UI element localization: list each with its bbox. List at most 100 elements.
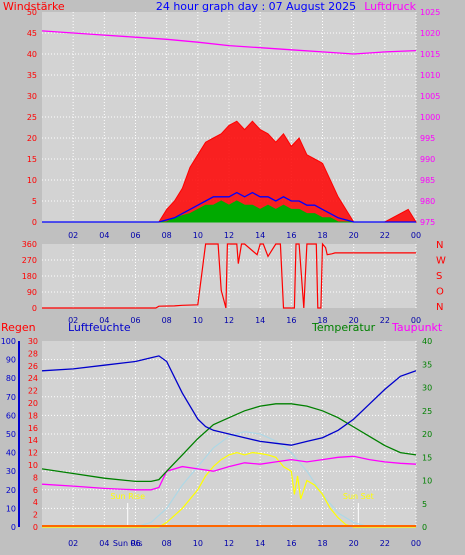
p1-x-tick-label: 14 [255, 231, 265, 240]
pressure-tick-label: 1025 [420, 8, 440, 17]
wind-tick-label: 50 [27, 8, 37, 17]
p3-x-tick-label: 12 [224, 539, 234, 548]
pressure-tick-label: 1000 [420, 113, 440, 122]
series-windmittel [42, 191, 416, 223]
series-temperatur [41, 403, 417, 483]
p3-x-tick-label: 22 [380, 539, 390, 548]
rain-tick-label: 14 [28, 436, 38, 445]
chart-title: 24 hour graph day : 07 August 2025 [156, 0, 356, 13]
p1-x-tick-label: 08 [162, 231, 172, 240]
rain-tick-label: 12 [28, 449, 38, 458]
temperature-tick-label: 20 [422, 430, 432, 439]
temperature-tick-label: 10 [422, 477, 432, 486]
p2-x-tick-label: 00 [411, 316, 421, 325]
direction-tick-label: 90 [27, 288, 37, 297]
p1-x-tick-label: 12 [224, 231, 234, 240]
rain-tick-label: 8 [33, 473, 38, 482]
humidity-tick-label: 90 [6, 356, 16, 365]
series-taupunkt [41, 455, 417, 491]
series-uv [42, 431, 416, 528]
p3-x-tick-label: 10 [193, 539, 203, 548]
wind-tick-label: 0 [32, 218, 37, 227]
temperature-tick-label: 0 [422, 523, 427, 532]
direction-tick-label: 270 [22, 256, 37, 265]
p3-x-tick-label: 16 [286, 539, 296, 548]
rain-tick-label: 28 [28, 349, 38, 358]
pressure-tick-label: 995 [420, 134, 435, 143]
direction-tick-label: 360 [22, 240, 37, 249]
dewpoint-label: Taupunkt [391, 321, 443, 334]
wind-tick-label: 25 [27, 113, 37, 122]
humidity-tick-label: 40 [6, 449, 16, 458]
p3-x-tick-label: 14 [255, 539, 265, 548]
p3-x-tick-label: 08 [162, 539, 172, 548]
direction-tick-label: 0 [32, 304, 37, 313]
p2-x-tick-label: 04 [99, 316, 109, 325]
p2-x-tick-label: 06 [130, 316, 140, 325]
pressure-tick-label: 980 [420, 197, 435, 206]
rain-label: Regen [1, 321, 36, 334]
series-luftfeuchte [41, 355, 417, 446]
wind-tick-label: 20 [27, 134, 37, 143]
temperature-tick-label: 35 [422, 360, 432, 369]
p1-x-tick-label: 18 [317, 231, 327, 240]
temperature-tick-label: 15 [422, 453, 432, 462]
compass-label: N [436, 302, 443, 313]
temperature-tick-label: 30 [422, 384, 432, 393]
wind-tick-label: 35 [27, 71, 37, 80]
p2-x-tick-label: 18 [317, 316, 327, 325]
p1-x-tick-label: 02 [68, 231, 78, 240]
p1-x-tick-label: 16 [286, 231, 296, 240]
wind-tick-label: 5 [32, 197, 37, 206]
wind-tick-label: 40 [27, 50, 37, 59]
pressure-tick-label: 1015 [420, 50, 440, 59]
series-solar [42, 451, 416, 528]
p1-x-tick-label: 00 [411, 231, 421, 240]
compass-label: O [436, 287, 444, 298]
p1-x-tick-label: 22 [380, 231, 390, 240]
humidity-label: Luftfeuchte [68, 321, 131, 334]
p3-x-tick-label: 04 [99, 539, 109, 548]
p2-x-tick-label: 02 [68, 316, 78, 325]
humidity-tick-label: 80 [6, 374, 16, 383]
humidity-tick-label: 0 [11, 523, 16, 532]
wind-speed-label: Windstärke [3, 0, 65, 13]
pressure-label: Luftdruck [364, 0, 416, 13]
rain-tick-label: 16 [28, 424, 38, 433]
rain-tick-label: 30 [28, 337, 38, 346]
p3-x-tick-label: 18 [317, 539, 327, 548]
rain-tick-label: 20 [28, 399, 38, 408]
p2-x-tick-label: 20 [349, 316, 359, 325]
p1-x-tick-label: 20 [349, 231, 359, 240]
p3-x-tick-label: Sun Ris [113, 539, 143, 548]
series-luftdruck [41, 30, 417, 55]
p2-x-tick-label: 12 [224, 316, 234, 325]
temperature-tick-label: 40 [422, 337, 432, 346]
wind-tick-label: 15 [27, 155, 37, 164]
rain-tick-label: 4 [33, 498, 38, 507]
humidity-tick-label: 30 [6, 467, 16, 476]
humidity-tick-label: 20 [6, 486, 16, 495]
humidity-tick-label: 10 [6, 504, 16, 513]
p2-x-tick-label: 14 [255, 316, 265, 325]
temperature-label: Temperatur [311, 321, 376, 334]
pressure-tick-label: 1020 [420, 29, 440, 38]
p3-x-tick-label: 06 [130, 539, 140, 548]
pressure-tick-label: 1005 [420, 92, 440, 101]
pressure-tick-label: 985 [420, 176, 435, 185]
p3-x-tick-label: 02 [68, 539, 78, 548]
wind-tick-label: 10 [27, 176, 37, 185]
pressure-tick-label: 1010 [420, 71, 440, 80]
p1-x-tick-label: 06 [130, 231, 140, 240]
rain-tick-label: 10 [28, 461, 38, 470]
compass-label: N [436, 240, 443, 251]
humidity-tick-label: 70 [6, 393, 16, 402]
compass-label: W [436, 256, 446, 267]
rain-tick-label: 22 [28, 387, 38, 396]
temperature-tick-label: 5 [422, 500, 427, 509]
series-boeen [42, 200, 416, 223]
wind-tick-label: 45 [27, 29, 37, 38]
p1-x-tick-label: 04 [99, 231, 109, 240]
rain-tick-label: 24 [28, 374, 38, 383]
